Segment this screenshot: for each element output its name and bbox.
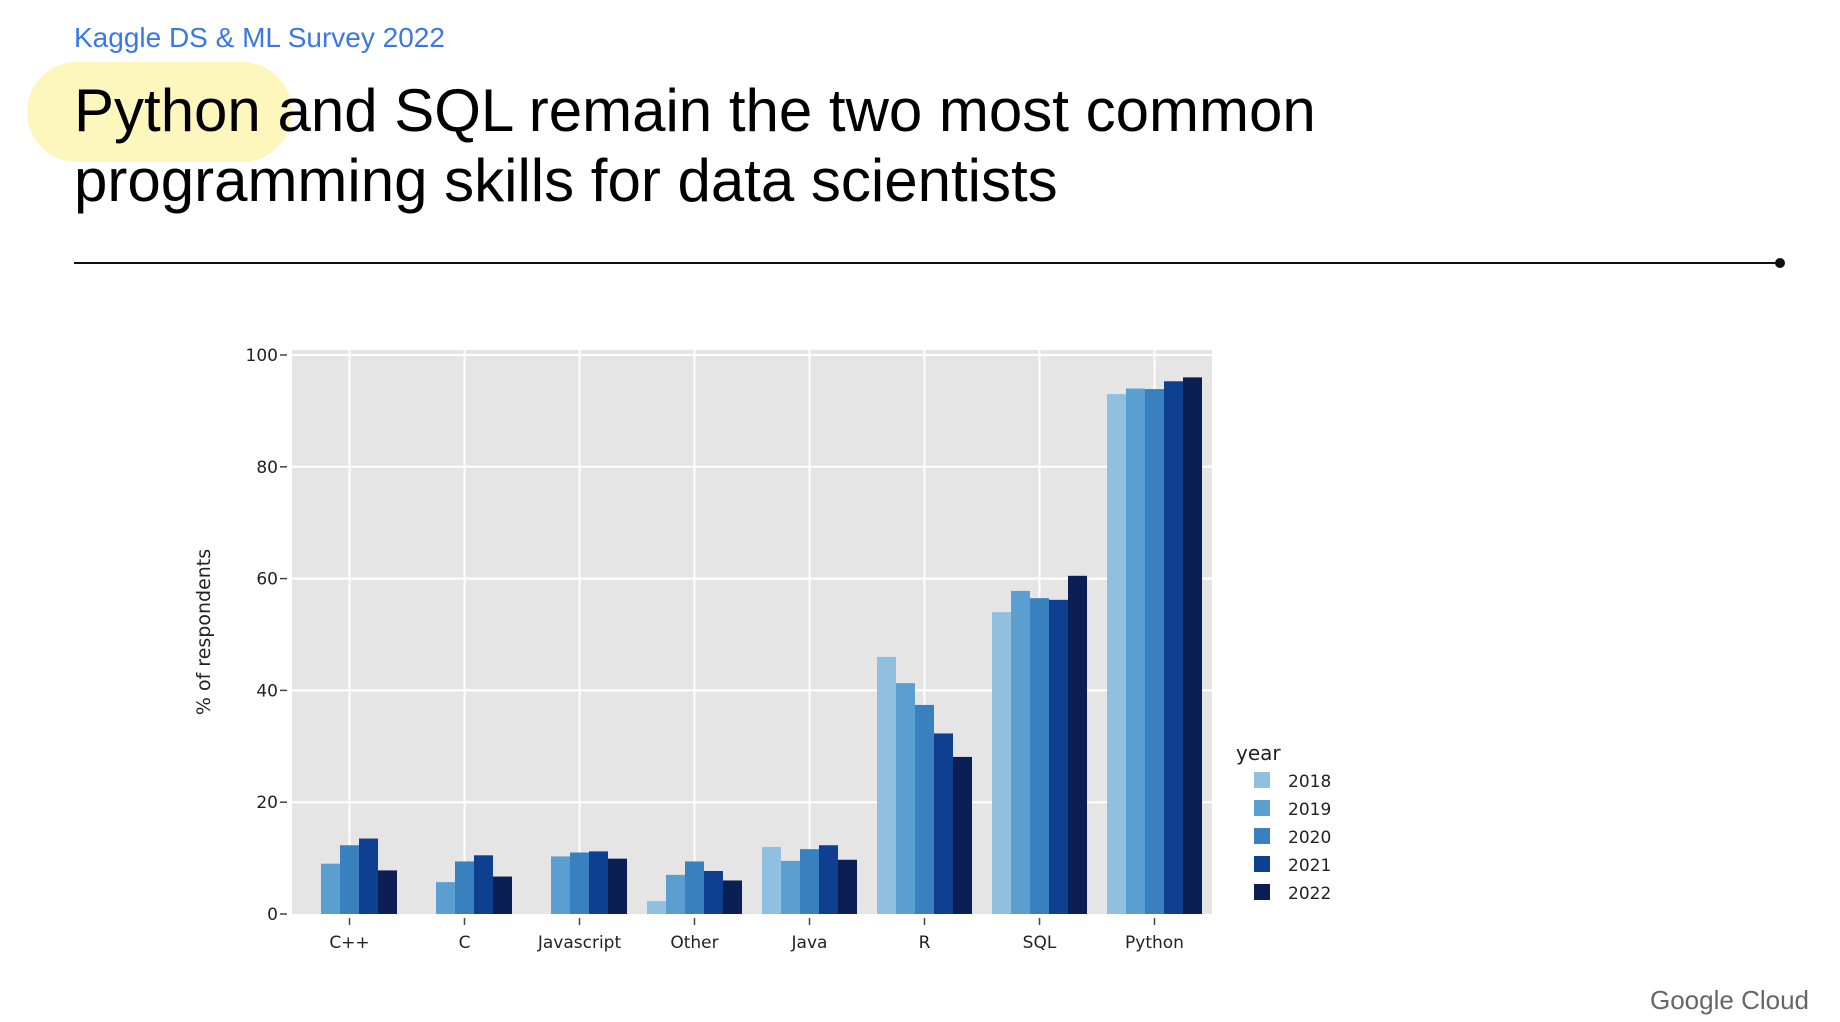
- bar-2021-Java: [819, 845, 838, 914]
- bar-2019-C++: [321, 863, 340, 914]
- legend-swatch-2020: [1254, 828, 1270, 844]
- divider-dot: [1775, 258, 1785, 268]
- bar-2020-C: [455, 861, 474, 914]
- bar-2018-Python: [1107, 394, 1126, 914]
- page-title: Python and SQL remain the two most commo…: [74, 76, 1316, 216]
- y-tick-label: 0: [267, 905, 278, 925]
- bar-2021-Other: [704, 870, 723, 914]
- divider-rule: [74, 262, 1782, 264]
- x-tick-label: SQL: [1023, 933, 1057, 953]
- bar-2019-SQL: [1011, 590, 1030, 914]
- bar-2020-R: [915, 704, 934, 914]
- y-tick-label: 80: [256, 458, 278, 478]
- survey-eyebrow: Kaggle DS & ML Survey 2022: [74, 22, 445, 53]
- bar-2019-Other: [666, 874, 685, 914]
- legend-label-2021: 2021: [1288, 856, 1331, 876]
- y-tick-label: 40: [256, 681, 278, 701]
- title-highlight: [27, 62, 292, 162]
- legend-label-2022: 2022: [1288, 884, 1331, 904]
- x-tick-label: Javascript: [537, 933, 622, 953]
- x-tick-label: C++: [329, 933, 369, 953]
- bar-2021-R: [934, 733, 953, 914]
- x-tick-label: R: [919, 933, 931, 953]
- bar-2020-Javascript: [570, 852, 589, 914]
- bar-2018-R: [877, 656, 896, 914]
- bar-2022-C: [493, 876, 512, 914]
- google-cloud-logo: Google Cloud: [1650, 985, 1809, 1015]
- bar-2019-Python: [1126, 388, 1145, 914]
- bar-2022-C++: [378, 870, 397, 914]
- bar-2021-SQL: [1049, 599, 1068, 914]
- bar-2020-Java: [800, 849, 819, 914]
- bar-2021-C++: [359, 838, 378, 914]
- bar-2019-C: [436, 882, 455, 914]
- legend-swatch-2019: [1254, 800, 1270, 816]
- title-line1-rest: and SQL remain the two most common: [260, 77, 1316, 144]
- y-axis-label: % of respondents: [193, 549, 215, 715]
- y-tick-label: 60: [256, 570, 278, 590]
- legend-swatch-2018: [1254, 772, 1270, 788]
- legend-label-2018: 2018: [1288, 772, 1331, 792]
- legend: 2018 2019 2020 2021 2022: [1254, 772, 1331, 904]
- bar-2018-SQL: [992, 612, 1011, 914]
- x-tick-label: C: [459, 933, 471, 953]
- bar-2020-Other: [685, 861, 704, 914]
- legend-label-2020: 2020: [1288, 828, 1331, 848]
- x-tick-label: Java: [791, 933, 828, 953]
- y-tick-label: 20: [256, 793, 278, 813]
- x-tick-label: Other: [670, 933, 718, 953]
- title-line2: programming skills for data scientists: [74, 147, 1058, 214]
- bar-2022-Other: [723, 880, 742, 914]
- bar-2022-R: [953, 756, 972, 914]
- y-tick-label: 100: [246, 346, 278, 366]
- bar-2022-SQL: [1068, 575, 1087, 914]
- bar-2019-Javascript: [551, 856, 570, 914]
- bar-2021-C: [474, 855, 493, 914]
- bar-2019-R: [896, 683, 915, 914]
- bar-2018-Java: [762, 846, 781, 914]
- bar-2020-Python: [1145, 389, 1164, 914]
- legend-label-2019: 2019: [1288, 800, 1331, 820]
- x-tick-label: Python: [1125, 933, 1184, 953]
- bar-2022-Javascript: [608, 858, 627, 914]
- bar-2020-SQL: [1030, 598, 1049, 914]
- bar-2022-Java: [838, 859, 857, 914]
- bar-2021-Javascript: [589, 851, 608, 914]
- bar-2019-Java: [781, 860, 800, 914]
- legend-swatch-2022: [1254, 884, 1270, 900]
- bar-2021-Python: [1164, 381, 1183, 914]
- legend-title: year: [1236, 741, 1281, 765]
- bar-2020-C++: [340, 845, 359, 914]
- title-highlight-word: Python: [74, 77, 261, 144]
- legend-swatch-2021: [1254, 856, 1270, 872]
- bar-2018-Other: [647, 901, 666, 914]
- bar-2022-Python: [1183, 377, 1202, 914]
